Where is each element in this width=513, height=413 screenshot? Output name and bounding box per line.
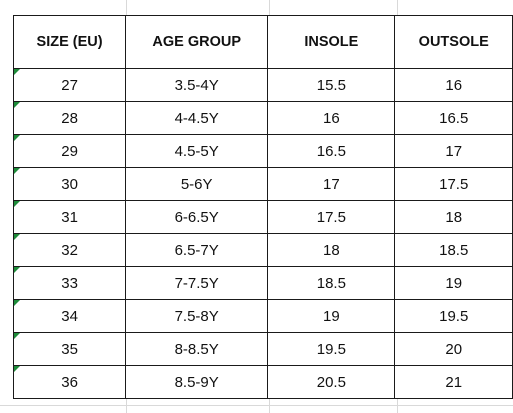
number-stored-as-text-indicator-icon[interactable] — [14, 333, 20, 339]
cell-outsole[interactable]: 17.5 — [394, 167, 513, 201]
table-row: 33 7-7.5Y 18.5 19 — [12, 266, 513, 300]
cell-age-group[interactable]: 3.5-4Y — [125, 68, 269, 102]
table-row: 30 5-6Y 17 17.5 — [12, 167, 513, 201]
cell-text: 28 — [61, 109, 78, 127]
cell-age-group[interactable]: 6.5-7Y — [125, 233, 269, 267]
table-row: 36 8.5-9Y 20.5 21 — [12, 365, 513, 399]
cell-insole[interactable]: 19.5 — [267, 332, 396, 366]
header-age-group[interactable]: AGE GROUP — [125, 15, 269, 69]
table-row: 27 3.5-4Y 15.5 16 — [12, 68, 513, 102]
number-stored-as-text-indicator-icon[interactable] — [14, 300, 20, 306]
cell-text: 30 — [61, 175, 78, 193]
number-stored-as-text-indicator-icon[interactable] — [14, 102, 20, 108]
cell-size[interactable]: 28 — [12, 101, 127, 135]
cell-insole[interactable]: 18.5 — [267, 266, 396, 300]
cell-text: 36 — [61, 373, 78, 391]
cell-text: 35 — [61, 340, 78, 358]
header-size[interactable]: SIZE (EU) — [12, 15, 127, 69]
cell-size[interactable]: 31 — [12, 200, 127, 234]
cell-size[interactable]: 33 — [12, 266, 127, 300]
cell-insole[interactable]: 19 — [267, 299, 396, 333]
cell-outsole[interactable]: 16.5 — [394, 101, 513, 135]
cell-size[interactable]: 36 — [12, 365, 127, 399]
cell-age-group[interactable]: 7.5-8Y — [125, 299, 269, 333]
cell-outsole[interactable]: 16 — [394, 68, 513, 102]
cell-outsole[interactable]: 21 — [394, 365, 513, 399]
header-row: SIZE (EU) AGE GROUP INSOLE OUTSOLE — [12, 15, 513, 69]
cell-size[interactable]: 35 — [12, 332, 127, 366]
number-stored-as-text-indicator-icon[interactable] — [14, 234, 20, 240]
cell-text: 33 — [61, 274, 78, 292]
cell-text: 29 — [61, 142, 78, 160]
cell-size[interactable]: 30 — [12, 167, 127, 201]
cell-insole[interactable]: 17 — [267, 167, 396, 201]
cell-age-group[interactable]: 8-8.5Y — [125, 332, 269, 366]
number-stored-as-text-indicator-icon[interactable] — [14, 201, 20, 207]
table-row: 29 4.5-5Y 16.5 17 — [12, 134, 513, 168]
cell-insole[interactable]: 16 — [267, 101, 396, 135]
cell-outsole[interactable]: 19.5 — [394, 299, 513, 333]
cell-insole[interactable]: 15.5 — [267, 68, 396, 102]
table-row: 34 7.5-8Y 19 19.5 — [12, 299, 513, 333]
cell-age-group[interactable]: 4-4.5Y — [125, 101, 269, 135]
cell-size[interactable]: 32 — [12, 233, 127, 267]
cell-size[interactable]: 34 — [12, 299, 127, 333]
cell-text: 27 — [61, 76, 78, 94]
number-stored-as-text-indicator-icon[interactable] — [14, 135, 20, 141]
table-row: 35 8-8.5Y 19.5 20 — [12, 332, 513, 366]
number-stored-as-text-indicator-icon[interactable] — [14, 168, 20, 174]
cell-outsole[interactable]: 20 — [394, 332, 513, 366]
number-stored-as-text-indicator-icon[interactable] — [14, 69, 20, 75]
cell-insole[interactable]: 16.5 — [267, 134, 396, 168]
cell-outsole[interactable]: 19 — [394, 266, 513, 300]
header-outsole[interactable]: OUTSOLE — [394, 15, 513, 69]
cell-outsole[interactable]: 18.5 — [394, 233, 513, 267]
cell-outsole[interactable]: 17 — [394, 134, 513, 168]
cell-age-group[interactable]: 8.5-9Y — [125, 365, 269, 399]
cell-text: 31 — [61, 208, 78, 226]
cell-insole[interactable]: 20.5 — [267, 365, 396, 399]
cell-age-group[interactable]: 7-7.5Y — [125, 266, 269, 300]
cell-age-group[interactable]: 4.5-5Y — [125, 134, 269, 168]
cell-text: 34 — [61, 307, 78, 325]
gridline — [0, 405, 513, 406]
header-insole[interactable]: INSOLE — [267, 15, 396, 69]
cell-insole[interactable]: 18 — [267, 233, 396, 267]
size-chart-table: SIZE (EU) AGE GROUP INSOLE OUTSOLE 27 3.… — [12, 15, 513, 399]
cell-insole[interactable]: 17.5 — [267, 200, 396, 234]
table-row: 28 4-4.5Y 16 16.5 — [12, 101, 513, 135]
cell-age-group[interactable]: 5-6Y — [125, 167, 269, 201]
cell-text: 32 — [61, 241, 78, 259]
cell-size[interactable]: 27 — [12, 68, 127, 102]
number-stored-as-text-indicator-icon[interactable] — [14, 267, 20, 273]
cell-outsole[interactable]: 18 — [394, 200, 513, 234]
number-stored-as-text-indicator-icon[interactable] — [14, 366, 20, 372]
table-row: 32 6.5-7Y 18 18.5 — [12, 233, 513, 267]
cell-age-group[interactable]: 6-6.5Y — [125, 200, 269, 234]
cell-size[interactable]: 29 — [12, 134, 127, 168]
table-row: 31 6-6.5Y 17.5 18 — [12, 200, 513, 234]
